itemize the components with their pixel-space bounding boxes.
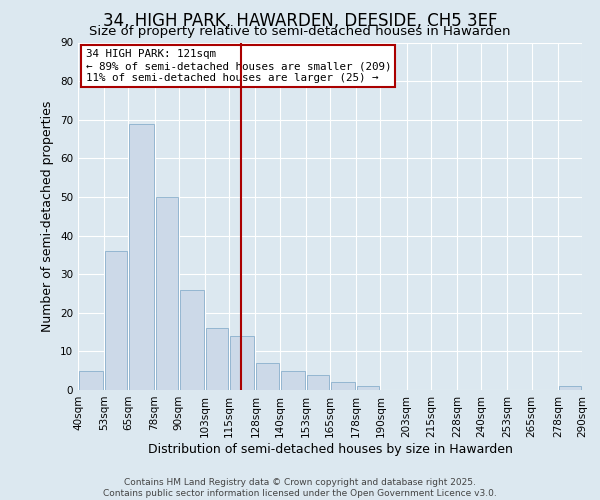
Bar — [357, 386, 379, 390]
Bar — [256, 363, 278, 390]
Bar — [559, 386, 581, 390]
Text: Size of property relative to semi-detached houses in Hawarden: Size of property relative to semi-detach… — [89, 25, 511, 38]
Bar — [281, 370, 305, 390]
Bar — [307, 374, 329, 390]
Bar — [331, 382, 355, 390]
Text: 34, HIGH PARK, HAWARDEN, DEESIDE, CH5 3EF: 34, HIGH PARK, HAWARDEN, DEESIDE, CH5 3E… — [103, 12, 497, 30]
Bar — [105, 251, 127, 390]
Bar — [79, 370, 103, 390]
Y-axis label: Number of semi-detached properties: Number of semi-detached properties — [41, 100, 55, 332]
Bar — [206, 328, 228, 390]
Bar — [180, 290, 204, 390]
Bar — [130, 124, 154, 390]
X-axis label: Distribution of semi-detached houses by size in Hawarden: Distribution of semi-detached houses by … — [148, 442, 512, 456]
Text: Contains HM Land Registry data © Crown copyright and database right 2025.
Contai: Contains HM Land Registry data © Crown c… — [103, 478, 497, 498]
Bar — [230, 336, 254, 390]
Text: 34 HIGH PARK: 121sqm
← 89% of semi-detached houses are smaller (209)
11% of semi: 34 HIGH PARK: 121sqm ← 89% of semi-detac… — [86, 50, 391, 82]
Bar — [155, 197, 178, 390]
